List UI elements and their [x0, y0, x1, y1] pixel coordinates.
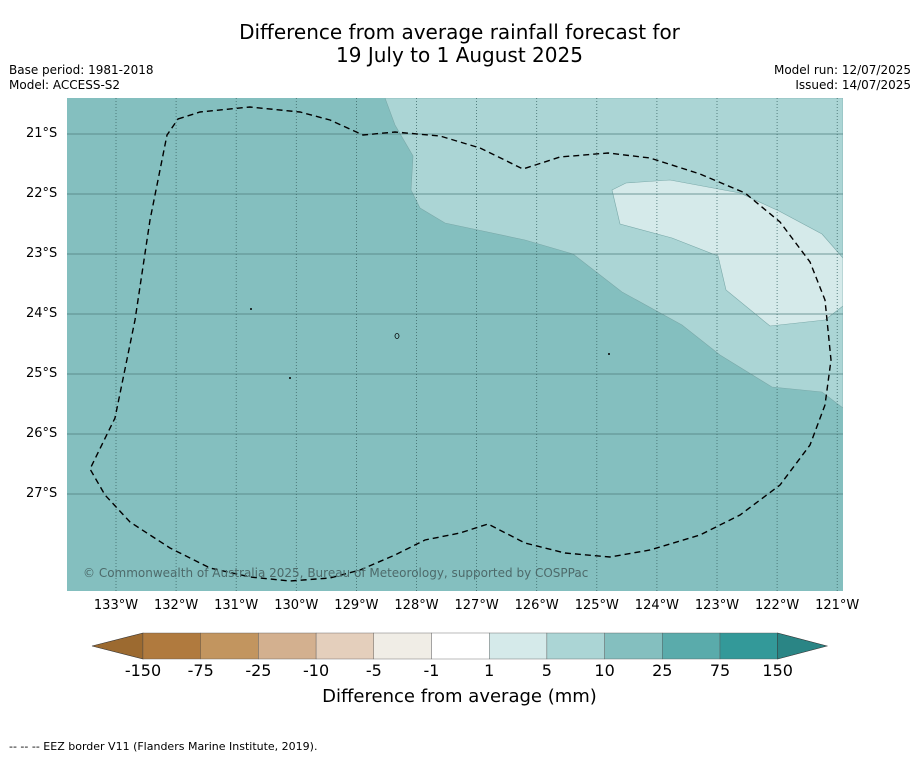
colorbar-tick-label: -25 [245, 661, 272, 680]
colorbar-tick-label: 150 [762, 661, 793, 680]
rainfall-contour-5-10 [384, 98, 843, 409]
colorbar-label: Difference from average (mm) [322, 686, 597, 707]
longitude-label: 121°W [815, 598, 860, 613]
colorbar-segment [489, 632, 548, 660]
latitude-label: 26°S [26, 426, 58, 441]
longitude-label: 124°W [634, 598, 679, 613]
colorbar-segment [142, 632, 201, 660]
footer-note: -- -- -- EEZ border V11 (Flanders Marine… [9, 740, 318, 753]
longitude-label: 123°W [694, 598, 740, 613]
title-line-1: Difference from average rainfall forecas… [239, 20, 680, 44]
island-marker [608, 353, 610, 355]
longitude-label: 130°W [274, 598, 319, 613]
colorbar-segment [662, 632, 721, 660]
colorbar-tick-label: 75 [709, 661, 731, 680]
colorbar-tick-label: -75 [187, 661, 214, 680]
issued-date: Issued: 14/07/2025 [795, 78, 911, 92]
colorbar-tick-label: 1 [484, 661, 495, 680]
colorbar-segment [315, 632, 375, 660]
model-name: Model: ACCESS-S2 [9, 78, 121, 92]
colorbar-tick-label: -150 [124, 661, 162, 680]
colorbar-segment [546, 632, 605, 660]
longitude-label: 128°W [394, 598, 439, 613]
latitude-label: 22°S [26, 186, 58, 201]
longitude-label: 132°W [154, 598, 199, 613]
longitude-label: 129°W [334, 598, 379, 613]
latitude-label: 25°S [26, 366, 58, 381]
colorbar-tick-label: -1 [423, 661, 440, 680]
latitude-label: 24°S [26, 306, 58, 321]
colorbar-tick-label: 25 [652, 661, 673, 680]
copyright-text: © Commonwealth of Australia 2025, Bureau… [83, 566, 588, 580]
colorbar-segment [258, 632, 317, 660]
longitude-label: 122°W [755, 598, 800, 613]
colorbar-segment [200, 632, 259, 660]
longitude-label: 127°W [454, 598, 499, 613]
colorbar-tick-label: -5 [365, 661, 382, 680]
colorbar-tick-label: 10 [594, 661, 615, 680]
model-run: Model run: 12/07/2025 [773, 63, 911, 77]
island-marker [289, 377, 291, 379]
title-line-2: 19 July to 1 August 2025 [336, 43, 583, 67]
longitude-label: 133°W [93, 598, 139, 613]
island-outline [394, 333, 400, 339]
latitude-label: 23°S [26, 246, 58, 261]
colorbar [91, 632, 829, 660]
island-marker [250, 308, 252, 310]
colorbar-high-extend [777, 632, 829, 660]
colorbar-low-extend [91, 632, 144, 660]
colorbar-segment [431, 632, 490, 660]
longitude-label: 131°W [214, 598, 259, 613]
colorbar-segment [719, 632, 778, 660]
latitude-label: 21°S [26, 126, 58, 141]
longitude-label: 126°W [514, 598, 559, 613]
colorbar-tick-label: -10 [303, 661, 330, 680]
colorbar-segment [373, 632, 432, 660]
base-period: Base period: 1981-2018 [9, 63, 154, 77]
colorbar-tick-label: 5 [541, 661, 552, 680]
longitude-label: 125°W [574, 598, 619, 613]
latitude-gridlines [67, 133, 843, 495]
longitude-gridlines [115, 98, 838, 591]
latitude-label: 27°S [26, 486, 58, 501]
rainfall-contour-1-5 [611, 179, 843, 327]
eez-border [89, 106, 832, 582]
colorbar-segment [604, 632, 663, 660]
